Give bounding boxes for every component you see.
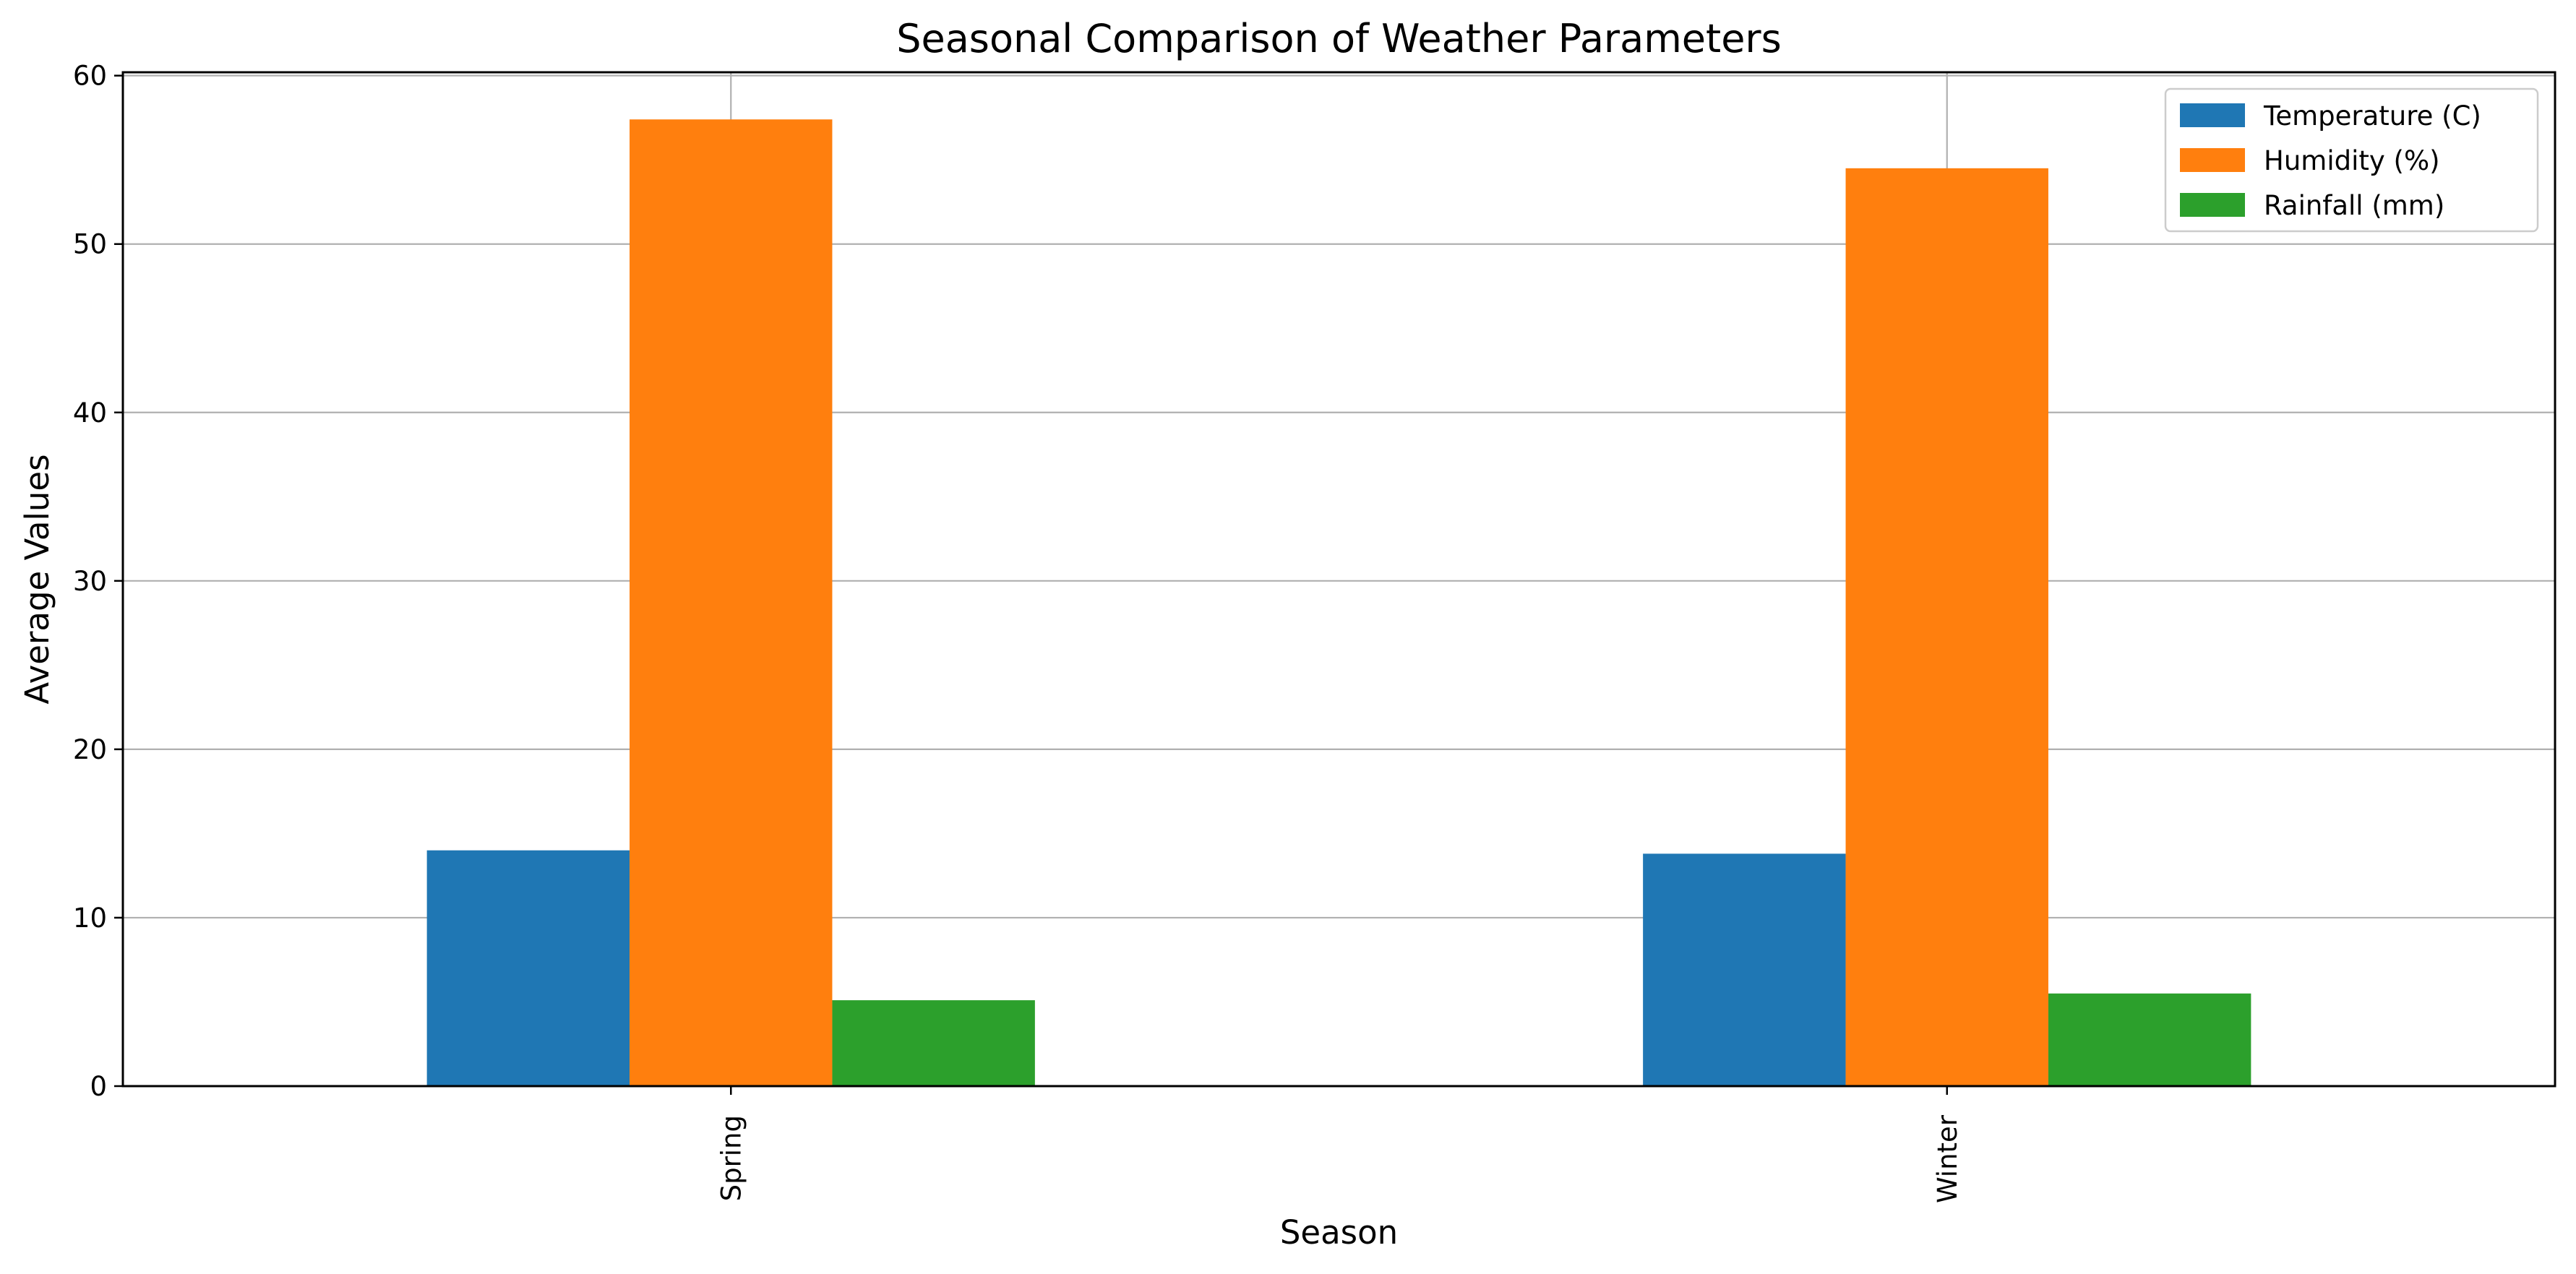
- legend-swatch: [2180, 103, 2245, 127]
- x-tick-label: Spring: [716, 1115, 747, 1201]
- x-axis-label: Season: [1280, 1213, 1398, 1252]
- y-axis-label: Average Values: [18, 454, 56, 704]
- y-tick-label: 10: [73, 903, 107, 934]
- x-tick-label: Winter: [1932, 1114, 1963, 1203]
- bar: [426, 850, 630, 1086]
- bar: [1643, 853, 1846, 1086]
- bars: [426, 119, 2251, 1087]
- y-tick-label: 40: [73, 397, 107, 429]
- legend-label: Temperature (C): [2263, 100, 2481, 132]
- y-tick-label: 30: [73, 566, 107, 597]
- legend: Temperature (C) Humidity (%) Rainfall (mm): [2164, 87, 2539, 233]
- chart-title: Seasonal Comparison of Weather Parameter…: [896, 16, 1782, 61]
- bar: [2048, 993, 2251, 1086]
- legend-box: [2164, 87, 2539, 233]
- plot-area-frame: [121, 71, 2556, 1088]
- y-tick-label: 50: [73, 229, 107, 260]
- bar: [832, 1000, 1035, 1086]
- y-tick-label: 20: [73, 734, 107, 765]
- bar: [630, 119, 833, 1086]
- legend-label: Rainfall (mm): [2264, 190, 2444, 221]
- y-axis-ticks: 0 10 20 30 40 50 60: [73, 61, 123, 1102]
- y-tick-label: 0: [90, 1071, 107, 1102]
- legend-label: Humidity (%): [2264, 145, 2440, 176]
- x-axis-ticks: Spring Winter: [716, 1086, 1963, 1203]
- legend-swatch: [2180, 193, 2245, 217]
- bar: [1845, 168, 2048, 1087]
- y-tick-label: 60: [73, 61, 107, 92]
- legend-swatch: [2180, 148, 2245, 172]
